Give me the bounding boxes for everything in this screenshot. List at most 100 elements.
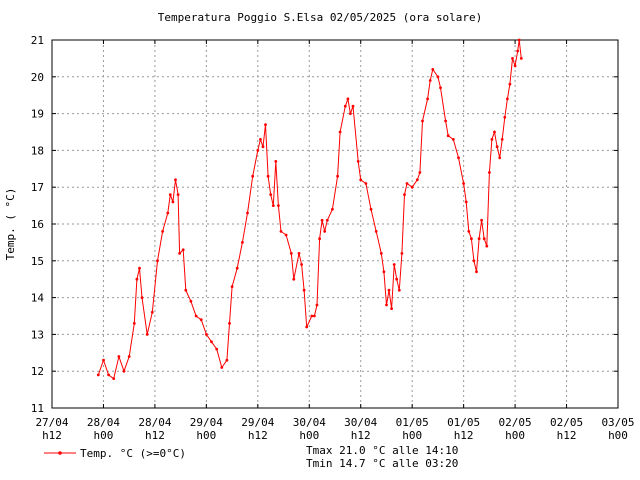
x-tick-label-date: 30/04 [293,416,326,429]
temperature-data-point [467,230,471,233]
temperature-data-point [439,86,442,90]
temperature-data-point [464,200,468,204]
temperature-data-point [436,75,440,79]
temperature-data-point [302,288,306,292]
temperature-data-point [364,182,368,185]
y-tick-label: 19 [31,108,44,121]
y-tick-label: 11 [31,402,44,415]
y-axis-ticks: 11 12 13 14 15 16 17 18 19 20 21 [31,34,618,415]
grid-lines [52,40,618,408]
temperature-data-point [451,138,455,141]
temperature-data-point [138,266,141,270]
temperature-data-point [488,171,491,174]
legend: Temp. °C (>=0°C) [44,447,186,460]
temperature-data-point [516,49,520,53]
temperature-data-point [241,241,244,244]
temperature-data-point [470,237,473,241]
x-tick-label-hour: h00 [505,429,525,442]
temperature-data-point [410,185,414,189]
temperature-data-point [269,193,273,197]
temperature-data-point [251,174,255,178]
temperature-data-point [127,355,131,358]
temperature-data-point [331,207,334,211]
temperature-data-point [313,314,316,318]
temperature-data-point [205,333,208,336]
temperature-data-point [508,82,512,86]
x-tick-label-date: 02/05 [499,416,532,429]
temperature-data-point [513,64,517,68]
temperature-data-point [246,211,249,215]
temperature-data-point [477,237,481,241]
temperature-data-point [96,373,100,377]
temperature-data-point [261,145,265,149]
temperature-data-point [112,377,116,380]
tmin-annotation: Tmin 14.7 °C alle 03:20 [306,457,459,470]
x-tick-label-date: 30/04 [344,416,377,429]
y-tick-label: 13 [31,328,44,341]
temperature-data-point [194,314,198,318]
y-tick-label: 16 [31,218,44,231]
temperature-data-point [107,373,110,377]
temperature-data-point [178,252,182,255]
temperature-data-point [102,358,105,362]
x-tick-label-hour: h12 [145,429,165,442]
x-tick-label-hour: h00 [196,429,216,442]
chart-title: Temperatura Poggio S.Elsa 02/05/2025 (or… [157,11,483,24]
temperature-data-point [135,277,139,281]
x-tick-label-date: 03/05 [601,416,634,429]
x-tick-label-date: 28/04 [87,416,120,429]
x-tick-label-hour: h12 [42,429,62,442]
x-tick-label-hour: h12 [351,429,371,442]
temperature-data-point [277,204,280,208]
temperature-data-point [297,252,301,255]
temperature-data-point [271,204,275,208]
y-axis-label: Temp. ( °C) [4,188,17,261]
x-tick-label-hour: h12 [248,429,268,442]
temperature-data-point [181,248,185,252]
x-tick-label-date: 28/04 [138,416,171,429]
temperature-data-point [519,57,523,60]
temperature-data-point [235,266,239,270]
temperature-data-point [395,277,399,281]
temperature-data-point [305,325,309,329]
temperature-data-point [338,130,342,134]
temperature-data-point [446,134,450,138]
temperature-data-point [475,270,478,274]
temperature-data-point [351,104,355,108]
temperature-data-point [482,237,486,241]
temperature-data-point [418,171,422,174]
y-tick-label: 15 [31,255,44,268]
x-axis-ticks: 27/04h1228/04h0028/04h1229/04h0029/04h12… [35,40,635,442]
y-tick-label: 20 [31,71,44,84]
temperature-data-point [485,244,489,248]
temperature-data-point [403,193,406,197]
temperature-data-point [266,174,270,178]
temperature-data-point [220,366,224,369]
temperature-data-point [349,112,352,115]
temperature-data-point [150,310,154,314]
temperature-data-point [517,38,521,42]
legend-marker [58,451,62,455]
temperature-data-point [315,303,319,307]
temperature-data-point [431,68,435,71]
x-tick-label-date: 27/04 [35,416,68,429]
temperature-data-point [405,182,409,185]
x-tick-label-hour: h00 [94,429,114,442]
temperature-data-point [166,211,170,215]
temperature-data-point [426,97,429,101]
temperature-data-point [168,193,172,197]
temperature-data-point [503,115,507,119]
temperature-data-point [359,178,363,182]
temperature-data-point [310,314,314,318]
temperature-data-point [184,288,188,292]
temperature-data-point [500,138,504,141]
temperature-data-point [264,123,267,126]
temperature-data-point [210,340,213,344]
temperature-data-point [274,160,278,163]
legend-label: Temp. °C (>=0°C) [80,447,186,460]
temperature-data-point [493,130,496,134]
x-tick-label-date: 01/05 [447,416,480,429]
x-tick-label-date: 29/04 [190,416,223,429]
temperature-data-point [325,218,329,222]
x-tick-label-hour: h00 [608,429,628,442]
